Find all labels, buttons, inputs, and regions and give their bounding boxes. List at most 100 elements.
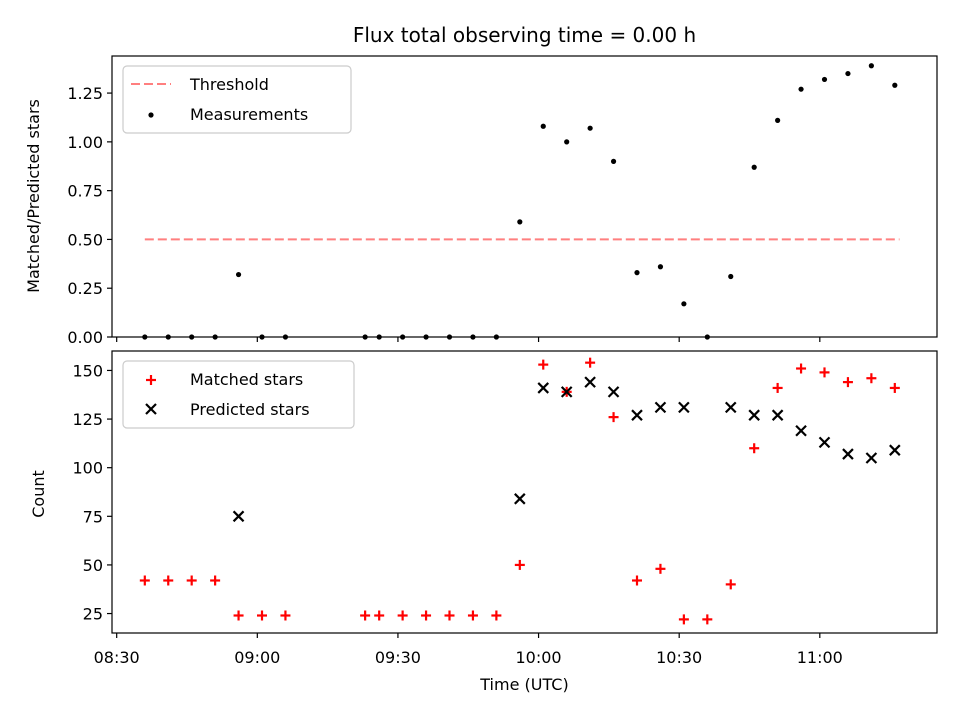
count-x-tick-label: 10:30 (656, 648, 702, 667)
predicted-star-point (795, 424, 807, 437)
measurement-point (681, 301, 687, 307)
x-axis-label: Time (UTC) (479, 675, 568, 694)
measurement-point (235, 271, 242, 278)
matched-star-point (186, 575, 197, 586)
predicted-star-point (631, 409, 643, 421)
matched-star-point (210, 575, 221, 586)
matched-star-point (678, 614, 689, 625)
predicted-star-point (232, 510, 245, 523)
legend-predicted-label: Predicted stars (190, 400, 310, 419)
measurement-point (728, 273, 734, 280)
count-x-tick-label: 09:30 (375, 648, 421, 667)
predicted-star-point (560, 386, 573, 398)
matched-star-point (772, 382, 783, 393)
predicted-star-point (748, 409, 760, 421)
count-y-tick-label: 125 (72, 410, 103, 429)
count-y-tick-label: 150 (72, 361, 103, 380)
count-legend-box (122, 360, 355, 429)
matched-star-point (866, 373, 877, 384)
matched-star-point (257, 610, 267, 621)
predicted-star-point (607, 386, 620, 398)
matched-star-point (491, 610, 502, 621)
ratio-y-axis-label: Matched/Predicted stars (24, 99, 43, 293)
count-x-tick-label: 08:30 (94, 648, 140, 667)
predicted-star-point (678, 401, 690, 414)
predicted-star-point (865, 452, 878, 464)
predicted-star-point (771, 409, 784, 421)
matched-star-point (233, 610, 244, 621)
count-y-tick-label: 25 (83, 605, 103, 624)
matched-star-point (163, 575, 174, 586)
count-axes: 25 50 75 100 125 150 08:30 09:00 09:30 10:00 10:30… (72, 361, 842, 667)
measurement-point (775, 117, 781, 123)
ratio-y-tick-label: 0.25 (67, 279, 103, 298)
count-legend: Matched stars Predicted stars (122, 360, 355, 429)
predicted-star-point (584, 376, 596, 388)
measurement-point (821, 76, 828, 83)
predicted-star-point (514, 493, 526, 505)
matched-star-point (655, 563, 666, 574)
measurement-point (634, 270, 640, 276)
count-y-tick-label: 75 (83, 507, 103, 526)
ratio-y-tick-label: 1.00 (67, 133, 103, 152)
matched-star-point (608, 412, 619, 423)
predicted-star-point (818, 436, 831, 449)
ratio-panel: Flux total observing time = 0.00 h Match… (24, 23, 938, 347)
matched-star-point (421, 610, 432, 621)
count-x-tick-label: 10:00 (516, 648, 562, 667)
legend-matched-label: Matched stars (190, 370, 303, 389)
matched-star-point (725, 579, 736, 590)
matched-star-point (632, 575, 642, 586)
predicted-star-point (842, 448, 854, 460)
ratio-y-tick-label: 0.00 (67, 328, 103, 347)
measurement-point (657, 264, 664, 270)
matched-star-point (514, 559, 525, 570)
count-y-tick-label: 50 (83, 556, 103, 575)
predicted-star-point (537, 382, 550, 394)
count-plot-frame (111, 350, 938, 634)
measurement-point (798, 86, 804, 92)
measurement-point (868, 63, 874, 69)
measurement-point (517, 219, 523, 225)
legend-threshold-label: Threshold (189, 75, 269, 94)
chart-title: Flux total observing time = 0.00 h (353, 23, 696, 47)
matched-star-point (467, 610, 478, 621)
matched-star-point (889, 382, 900, 393)
matched-star-point (538, 359, 549, 370)
matched-star-point (702, 614, 713, 625)
matched-star-point (796, 363, 807, 374)
matched-star-point (819, 367, 830, 378)
count-y-axis-label: Count (29, 470, 48, 518)
legend-matched-swatch (146, 375, 156, 385)
matched-star-point (374, 610, 385, 621)
ratio-y-tick-label: 0.50 (67, 230, 103, 249)
legend-predicted-swatch (145, 403, 157, 415)
measurement-point (892, 82, 898, 88)
matched-star-point (444, 610, 455, 621)
matched-star-point (842, 377, 853, 388)
count-y-tick-label: 100 (72, 459, 103, 478)
ratio-marks (142, 63, 900, 340)
ratio-legend: Threshold Measurements (122, 65, 352, 134)
predicted-star-point (889, 444, 901, 456)
count-marks (139, 357, 901, 625)
matched-star-point (139, 575, 150, 586)
ratio-legend-box (122, 65, 352, 134)
measurement-point (845, 70, 851, 77)
legend-measurements-swatch (148, 112, 154, 118)
count-panel: Count Time (UTC) 25 50 75 100 125 150 08:30 09:… (29, 350, 938, 694)
measurement-point (540, 123, 546, 129)
matched-star-point (397, 610, 408, 621)
legend-measurements-label: Measurements (190, 105, 308, 124)
ratio-y-tick-label: 0.75 (67, 182, 103, 201)
matched-star-point (360, 610, 371, 621)
measurement-point (751, 164, 757, 170)
predicted-star-point (654, 401, 667, 414)
matched-star-point (749, 443, 760, 454)
measurement-point (564, 139, 570, 145)
ratio-axes: 0.00 0.25 0.50 0.75 1.00 1.25 (67, 84, 821, 347)
matched-star-point (280, 610, 291, 621)
count-x-tick-label: 09:00 (234, 648, 280, 667)
matched-star-point (585, 357, 596, 368)
